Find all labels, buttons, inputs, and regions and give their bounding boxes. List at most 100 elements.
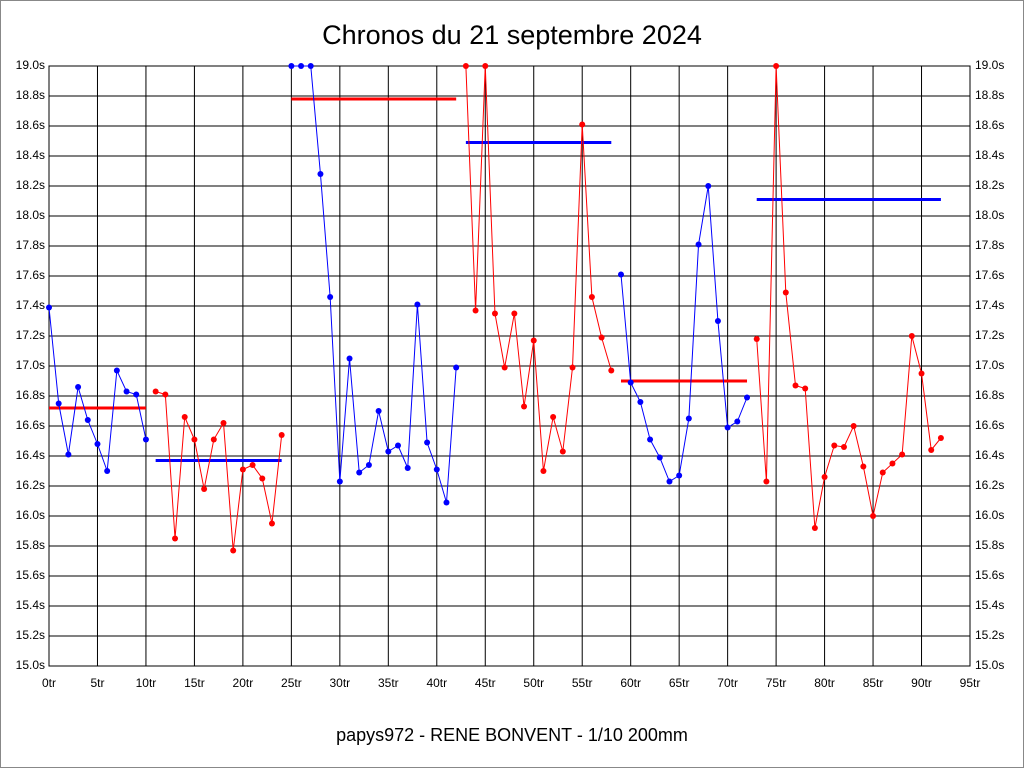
data-point — [75, 384, 82, 390]
data-point — [336, 478, 343, 485]
y-tick-label: 15.6s — [16, 568, 45, 582]
y-tick-label: 15.2s — [16, 628, 45, 642]
data-point — [685, 415, 692, 422]
data-point — [676, 472, 683, 479]
series-line — [620, 185, 748, 483]
y-tick-label-right: 17.2s — [975, 328, 1004, 342]
data-point — [94, 441, 101, 447]
y-tick-label: 17.6s — [16, 268, 45, 282]
series-line — [465, 65, 612, 472]
data-point — [104, 468, 111, 474]
data-point — [744, 394, 751, 401]
data-point — [278, 432, 285, 438]
y-tick-label: 15.4s — [16, 598, 45, 612]
y-tick-label-right: 18.0s — [975, 208, 1004, 222]
data-point — [307, 63, 314, 69]
x-tick-label: 55tr — [572, 676, 593, 690]
data-point — [113, 367, 120, 374]
y-tick-label-right: 17.4s — [975, 298, 1004, 312]
y-tick-label-right: 17.0s — [975, 358, 1004, 372]
x-tick-label: 10tr — [136, 676, 157, 690]
data-point — [443, 499, 450, 506]
y-tick-label-right: 16.4s — [975, 448, 1004, 462]
data-point — [870, 513, 877, 519]
y-tick-label-right: 18.4s — [975, 148, 1004, 162]
x-axis-label: papys972 - RENE BONVENT - 1/10 200mm — [336, 725, 688, 745]
data-point — [811, 525, 818, 531]
x-tick-label: 60tr — [620, 676, 641, 690]
data-point — [84, 417, 91, 423]
data-point — [482, 63, 489, 69]
data-point — [395, 442, 402, 449]
data-point — [569, 364, 576, 371]
y-tick-label-right: 18.6s — [975, 118, 1004, 132]
data-point — [239, 466, 246, 473]
x-tick-label: 15tr — [184, 676, 205, 690]
y-tick-label: 19.0s — [16, 58, 45, 72]
data-point — [579, 121, 586, 128]
data-point — [559, 448, 566, 455]
data-point — [55, 400, 62, 407]
data-point — [259, 475, 266, 482]
data-point — [327, 294, 334, 300]
x-tick-label: 75tr — [766, 676, 787, 690]
data-point — [928, 447, 935, 453]
data-point — [540, 468, 547, 474]
y-tick-label-right: 15.0s — [975, 658, 1004, 672]
data-point — [385, 448, 392, 455]
data-point — [792, 382, 799, 389]
y-tick-label-right: 16.8s — [975, 388, 1004, 402]
y-tick-label: 18.2s — [16, 178, 45, 192]
x-tick-label: 35tr — [378, 676, 399, 690]
y-tick-label: 16.4s — [16, 448, 45, 462]
data-point — [550, 414, 557, 420]
x-tick-label: 20tr — [233, 676, 254, 690]
y-tick-label: 16.8s — [16, 388, 45, 402]
x-tick-label: 70tr — [717, 676, 738, 690]
data-point — [191, 436, 198, 443]
data-point — [472, 307, 479, 314]
y-tick-label: 16.0s — [16, 508, 45, 522]
y-tick-label-right: 19.0s — [975, 58, 1004, 72]
data-point — [491, 310, 498, 317]
data-point — [666, 478, 673, 485]
data-point — [656, 454, 663, 461]
data-point — [850, 423, 857, 429]
plot-border — [48, 65, 971, 667]
y-tick-label: 16.6s — [16, 418, 45, 432]
series-line — [291, 65, 457, 503]
y-tick-label: 15.0s — [16, 658, 45, 672]
data-point — [734, 418, 741, 425]
data-point — [453, 364, 460, 371]
data-point — [501, 364, 508, 371]
y-tick-label-right: 15.6s — [975, 568, 1004, 582]
x-tick-label: 90tr — [911, 676, 932, 690]
data-point — [133, 391, 140, 398]
data-point — [317, 171, 324, 177]
data-point — [210, 436, 217, 443]
data-point — [724, 424, 731, 431]
data-point — [201, 486, 208, 492]
data-point — [773, 63, 780, 69]
y-tick-label: 17.0s — [16, 358, 45, 372]
data-point — [268, 520, 275, 527]
data-point — [375, 408, 382, 414]
data-point — [918, 370, 925, 377]
data-point — [404, 465, 411, 471]
data-point — [356, 469, 363, 476]
series-line — [756, 65, 942, 529]
data-point — [889, 460, 896, 467]
data-point — [249, 462, 256, 468]
data-point — [860, 463, 867, 470]
data-point — [288, 63, 295, 69]
data-point — [647, 436, 654, 443]
y-tick-label-right: 18.2s — [975, 178, 1004, 192]
data-point — [879, 469, 886, 476]
x-tick-label: 45tr — [475, 676, 496, 690]
y-tick-label: 15.8s — [16, 538, 45, 552]
data-point — [123, 388, 130, 395]
x-tick-label: 0tr — [42, 676, 56, 690]
y-tick-label-right: 17.6s — [975, 268, 1004, 282]
